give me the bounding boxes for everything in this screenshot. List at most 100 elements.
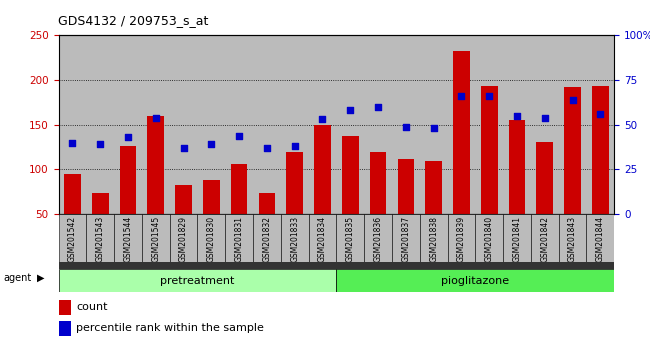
Bar — [198, 35, 225, 214]
Bar — [253, 214, 281, 262]
Bar — [86, 214, 114, 262]
Point — [317, 116, 328, 122]
Bar — [64, 174, 81, 259]
Point — [95, 142, 105, 147]
Bar — [536, 142, 553, 259]
Point — [400, 124, 411, 130]
Text: GSM201838: GSM201838 — [429, 216, 438, 262]
Point — [512, 113, 522, 119]
Bar — [475, 35, 503, 214]
Bar — [558, 35, 586, 214]
Bar — [226, 35, 253, 214]
Point — [151, 115, 161, 120]
Text: GSM201829: GSM201829 — [179, 216, 188, 262]
Text: GSM201839: GSM201839 — [457, 216, 466, 262]
Point — [428, 126, 439, 131]
Bar — [392, 214, 420, 262]
Bar — [314, 125, 331, 259]
Bar — [176, 185, 192, 259]
Bar — [86, 35, 114, 214]
Text: percentile rank within the sample: percentile rank within the sample — [76, 323, 264, 333]
Bar — [281, 214, 309, 262]
Bar — [198, 214, 225, 262]
Bar — [558, 214, 586, 262]
Bar — [586, 214, 614, 262]
Text: GSM201834: GSM201834 — [318, 216, 327, 262]
Bar — [592, 86, 608, 259]
Point — [540, 115, 550, 120]
Bar — [120, 146, 136, 259]
Point — [234, 133, 244, 138]
Bar — [253, 35, 281, 214]
Bar — [503, 214, 531, 262]
Bar — [531, 214, 559, 262]
Point — [373, 104, 384, 110]
Point — [345, 108, 356, 113]
Bar — [564, 87, 581, 259]
Point — [456, 93, 467, 99]
Bar — [114, 35, 142, 214]
Bar — [364, 214, 392, 262]
Bar — [420, 35, 447, 214]
Text: GSM201833: GSM201833 — [290, 216, 299, 262]
Text: GSM201844: GSM201844 — [596, 216, 605, 262]
Point — [289, 143, 300, 149]
Text: pretreatment: pretreatment — [161, 276, 235, 286]
Bar — [114, 214, 142, 262]
Bar — [398, 159, 414, 259]
Bar — [447, 35, 475, 214]
Text: pioglitazone: pioglitazone — [441, 276, 510, 286]
Bar — [58, 35, 86, 214]
Bar — [503, 35, 531, 214]
Bar — [420, 214, 447, 262]
Bar — [142, 35, 170, 214]
Bar — [58, 269, 337, 292]
Bar — [337, 214, 364, 262]
Bar — [586, 35, 614, 214]
Bar — [287, 152, 303, 259]
Bar — [531, 35, 559, 214]
Bar — [509, 120, 525, 259]
Text: GSM201832: GSM201832 — [263, 216, 272, 262]
Point — [67, 140, 77, 145]
Bar — [231, 164, 248, 259]
Point — [206, 142, 216, 147]
Bar — [170, 35, 198, 214]
Bar — [148, 116, 164, 259]
Text: GDS4132 / 209753_s_at: GDS4132 / 209753_s_at — [58, 14, 209, 27]
Bar — [425, 161, 442, 259]
Text: GSM201831: GSM201831 — [235, 216, 244, 262]
Text: GSM201836: GSM201836 — [374, 216, 383, 262]
Bar — [337, 35, 364, 214]
Text: GSM201830: GSM201830 — [207, 216, 216, 262]
Bar — [203, 180, 220, 259]
Text: GSM201542: GSM201542 — [68, 216, 77, 262]
Bar — [92, 193, 109, 259]
Bar — [170, 214, 198, 262]
Bar — [309, 214, 337, 262]
Bar — [475, 214, 503, 262]
Bar — [342, 136, 359, 259]
Text: agent: agent — [3, 273, 31, 283]
Text: GSM201543: GSM201543 — [96, 216, 105, 262]
Bar — [364, 35, 392, 214]
Point — [484, 93, 495, 99]
Text: GSM201842: GSM201842 — [540, 216, 549, 262]
Bar — [58, 300, 71, 315]
Bar — [337, 269, 614, 292]
Bar — [58, 214, 86, 262]
Point — [567, 97, 578, 103]
Text: GSM201841: GSM201841 — [512, 216, 521, 262]
Text: GSM201843: GSM201843 — [568, 216, 577, 262]
Bar — [481, 86, 497, 259]
Bar — [142, 214, 170, 262]
Bar — [259, 193, 275, 259]
Text: GSM201544: GSM201544 — [124, 216, 133, 262]
Bar — [447, 214, 475, 262]
Bar — [453, 51, 470, 259]
Text: GSM201545: GSM201545 — [151, 216, 161, 262]
Bar — [309, 35, 337, 214]
Point — [595, 111, 606, 117]
Text: GSM201837: GSM201837 — [401, 216, 410, 262]
Bar — [226, 214, 253, 262]
